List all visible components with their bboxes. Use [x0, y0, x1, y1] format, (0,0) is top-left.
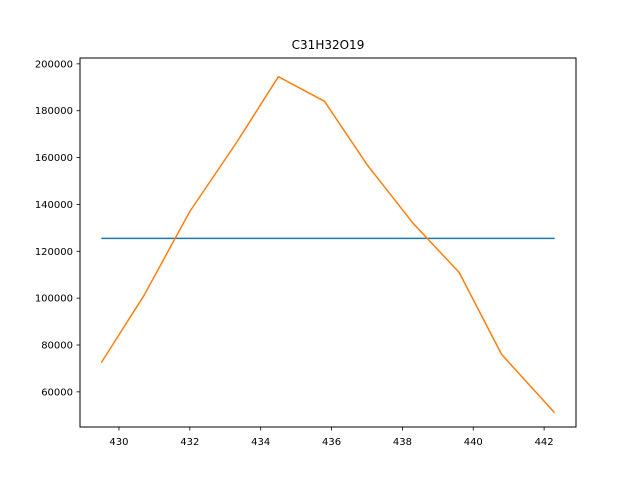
y-tick-label: 180000	[35, 106, 73, 117]
chart-title: C31H32O19	[292, 38, 365, 52]
series-layer	[100, 75, 556, 414]
x-tick-label: 430	[109, 437, 128, 448]
y-tick-label: 80000	[41, 341, 73, 352]
y-tick-label: 160000	[35, 153, 73, 164]
x-tick-label: 436	[322, 437, 341, 448]
y-tick-label: 200000	[35, 59, 73, 70]
x-tick-label: 434	[251, 437, 270, 448]
x-tick-label: 440	[464, 437, 483, 448]
x-tick-label: 432	[180, 437, 199, 448]
y-tick-label: 120000	[35, 247, 73, 258]
y-tick-label: 60000	[41, 387, 73, 398]
y-tick-label: 140000	[35, 200, 73, 211]
x-tick-label: 438	[393, 437, 412, 448]
y-tick-label: 100000	[35, 294, 73, 305]
x-tick-label: 442	[535, 437, 554, 448]
plot-frame	[79, 57, 577, 428]
y-axis: 60000 80000 100000 120000 140000 160000 180000…	[35, 59, 80, 398]
series-line-2	[100, 75, 556, 414]
x-axis: 430 432 434 436 438 440 442	[109, 427, 554, 448]
